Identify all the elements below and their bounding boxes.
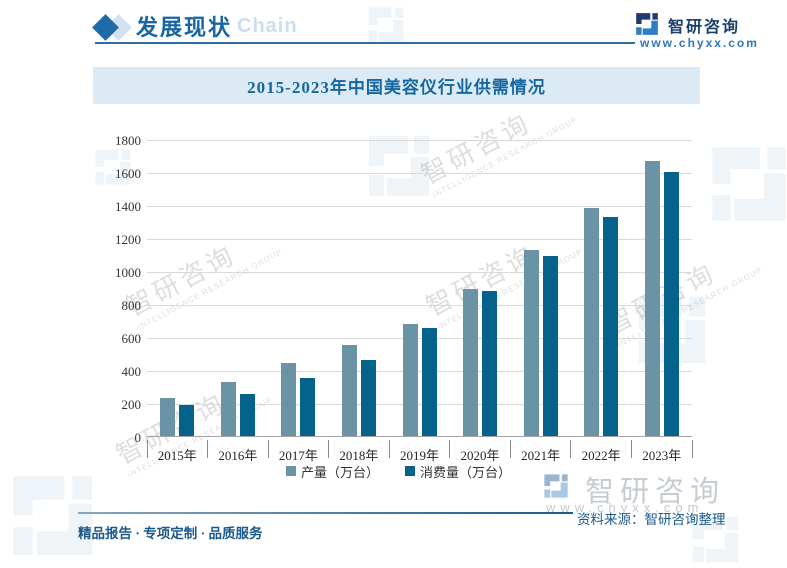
x-axis-tick-label: 2020年: [460, 448, 500, 463]
gridline: [147, 271, 692, 273]
bar-产量（万台）-2021年: [523, 250, 539, 436]
legend: 产量（万台） 消费量（万台）: [95, 461, 702, 481]
footer-brand-watermark-name: 智研咨询: [585, 476, 726, 508]
brand-logo-watermark-tile: [705, 140, 787, 233]
y-axis-tick-label: 1400: [115, 199, 141, 214]
x-axis-tick-label: 2017年: [278, 448, 318, 463]
header-rule: [95, 42, 635, 44]
legend-label: 产量（万台）: [300, 464, 379, 480]
bar-消费量（万台）-2022年: [603, 216, 619, 436]
brand-logo-watermark-tile: [5, 468, 100, 568]
section-title: 发展现状: [136, 15, 233, 40]
bar-消费量（万台）-2019年: [421, 327, 437, 436]
footer-brand-watermark-logo-icon: [542, 472, 570, 505]
y-axis-tick-label: 600: [121, 331, 142, 346]
chart-title-banner: 2015-2023年中国美容仪行业供需情况: [93, 67, 700, 104]
y-axis-tick-label: 800: [121, 298, 142, 313]
footer-rule: [78, 512, 573, 514]
x-axis-tick-label: 2016年: [218, 448, 258, 463]
bar-消费量（万台）-2023年: [663, 172, 679, 436]
bar-消费量（万台）-2016年: [239, 393, 255, 436]
y-axis-tick-label: 200: [121, 397, 142, 412]
gridline: [147, 403, 692, 405]
x-axis-tick: [691, 440, 693, 458]
x-axis-tick: [207, 440, 209, 458]
bar-消费量（万台）-2021年: [542, 256, 558, 436]
legend-item: 产量（万台）: [285, 462, 379, 481]
x-axis-line: [147, 436, 692, 437]
gridline: [147, 304, 692, 306]
y-axis-tick-label: 1600: [115, 166, 141, 181]
data-source-note: 资料来源：智研咨询整理: [577, 512, 726, 527]
x-axis-tick: [570, 440, 572, 458]
x-axis-tick: [509, 440, 511, 458]
bar-产量（万台）-2018年: [341, 345, 357, 436]
y-axis-tick-label: 1000: [115, 265, 141, 280]
bar-消费量（万台）-2017年: [300, 378, 316, 436]
legend-swatch-icon: [405, 466, 415, 476]
bar-产量（万台）-2019年: [402, 323, 418, 436]
legend-label: 消费量（万台）: [420, 464, 512, 480]
brand-name: 智研咨询: [668, 19, 741, 36]
x-axis-tick-label: 2021年: [521, 448, 561, 463]
y-axis-tick-label: 1200: [115, 232, 141, 247]
bar-产量（万台）-2017年: [281, 363, 297, 436]
x-axis-tick: [449, 440, 451, 458]
y-axis-tick-label: 0: [134, 430, 142, 445]
gridline: [147, 172, 692, 174]
x-axis-tick-label: 2023年: [642, 448, 682, 463]
bar-产量（万台）-2023年: [644, 161, 660, 436]
y-axis-tick-label: 400: [121, 364, 142, 379]
bar-产量（万台）-2020年: [463, 289, 479, 436]
gridline: [147, 205, 692, 207]
gridline: [147, 139, 692, 141]
bar-消费量（万台）-2020年: [482, 290, 498, 436]
x-axis-tick: [630, 440, 632, 458]
bar-消费量（万台）-2015年: [179, 404, 195, 436]
bar-消费量（万台）-2018年: [360, 360, 376, 436]
gridline: [147, 238, 692, 240]
brand-url: www.chyxx.com: [640, 36, 759, 50]
footer-brand-watermark-url: www.chyxx.com: [546, 500, 704, 515]
bar-产量（万台）-2016年: [220, 382, 236, 436]
chart-title: 2015-2023年中国美容仪行业供需情况: [247, 78, 546, 97]
gridline: [147, 337, 692, 339]
legend-swatch-icon: [285, 466, 296, 476]
header-watermark-text: Chain: [237, 15, 298, 37]
plot-area: [146, 139, 693, 458]
x-axis-tick-label: 2022年: [581, 448, 621, 463]
y-axis-tick-label: 1800: [115, 133, 141, 148]
x-axis-tick-label: 2018年: [339, 448, 379, 463]
x-axis-tick: [388, 440, 390, 458]
bar-产量（万台）-2015年: [160, 398, 176, 436]
legend-item: 消费量（万台）: [405, 462, 511, 481]
footer-tagline: 精品报告 · 专项定制 · 品质服务: [78, 526, 263, 541]
gridline: [147, 370, 692, 372]
x-axis-tick-label: 2015年: [157, 448, 197, 463]
x-axis-tick: [267, 440, 269, 458]
x-axis-tick-label: 2019年: [399, 448, 439, 463]
x-axis-tick: [328, 440, 330, 458]
x-axis-tick: [146, 440, 148, 458]
bar-产量（万台）-2022年: [584, 208, 600, 436]
brand-logo-icon: [634, 11, 660, 42]
